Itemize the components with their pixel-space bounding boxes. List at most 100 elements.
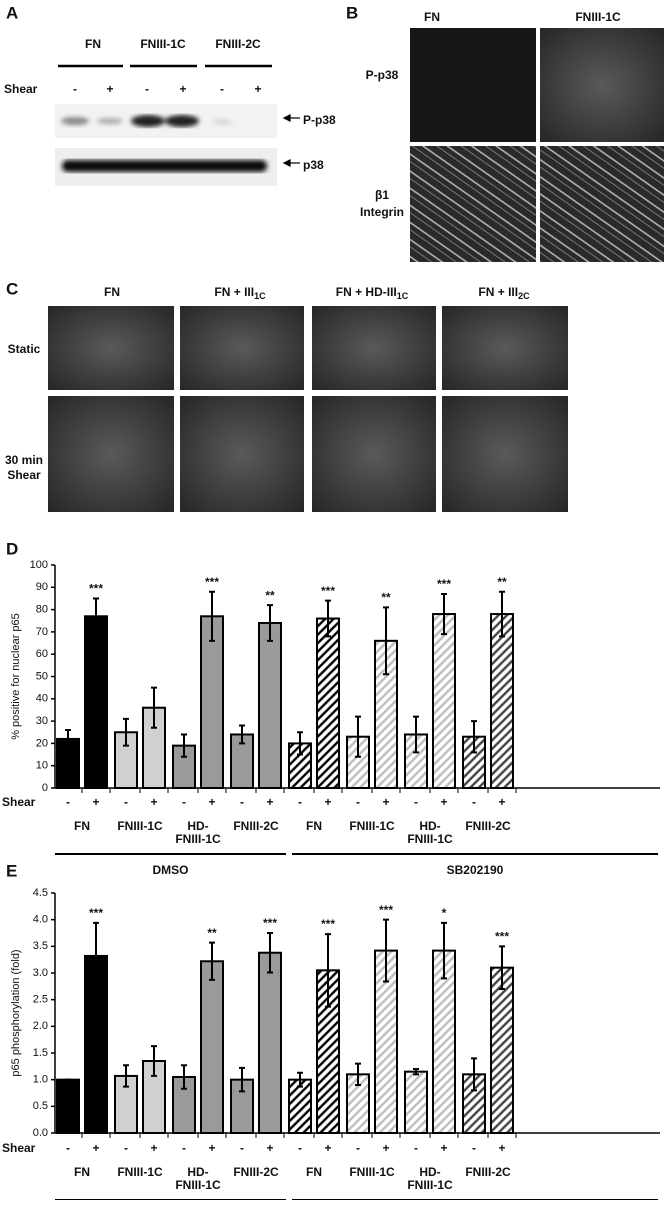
group-label: HD- [419, 1165, 440, 1179]
shear-sign: + [498, 1141, 505, 1155]
shear-sign: - [182, 1141, 186, 1155]
column-label: FN [85, 37, 101, 51]
shear-sign: + [324, 1141, 331, 1155]
y-tick-label: 70 [36, 626, 48, 638]
shear-sign: - [240, 1141, 244, 1155]
y-tick-label: 1.0 [33, 1074, 48, 1086]
error-bar [209, 941, 215, 981]
row-label: Shear [7, 468, 41, 482]
error-bar [413, 1068, 419, 1076]
shear-sign: - [66, 795, 70, 809]
shear-sign: - [182, 795, 186, 809]
error-bar [499, 590, 505, 638]
treatment-label: DMSO [153, 863, 189, 877]
group-label: FNIII-1C [175, 1178, 221, 1192]
column-label: FN + HD-III1C [336, 285, 409, 301]
shear-sign: - [414, 795, 418, 809]
x-axis-label: Shear [2, 1141, 36, 1155]
bar [200, 615, 224, 789]
treatment-label: SB202190 [447, 863, 504, 877]
row-label: Static [8, 342, 41, 356]
error-bar [239, 1066, 245, 1093]
shear-sign: + [92, 1141, 99, 1155]
bar [404, 1070, 428, 1134]
significance: *** [89, 906, 103, 920]
shear-sign: + [208, 1141, 215, 1155]
bar [258, 621, 282, 789]
group-label: HD- [187, 1165, 208, 1179]
error-bar [499, 945, 505, 990]
error-bar [123, 717, 129, 747]
row-label: β1 [375, 188, 389, 202]
group-label: HD- [419, 819, 440, 833]
bar [288, 1078, 312, 1134]
column-label: FNIII-1C [575, 10, 621, 24]
error-bar [383, 918, 389, 983]
panel-label: A [6, 3, 18, 22]
shear-sign: - [472, 1141, 476, 1155]
error-bar [355, 715, 361, 758]
significance: * [442, 906, 447, 920]
error-bar [267, 932, 273, 974]
x-axis-label: Shear [2, 795, 36, 809]
bar [316, 617, 340, 790]
y-tick-label: 20 [36, 737, 48, 749]
shear-sign: + [106, 82, 113, 96]
band-label: P-p38 [303, 113, 336, 127]
bar [84, 615, 108, 789]
significance: *** [205, 575, 219, 589]
error-bar [413, 715, 419, 754]
error-bar [93, 597, 99, 636]
error-bar [441, 921, 447, 980]
shear-sign: - [356, 1141, 360, 1155]
column-label: FNIII-2C [215, 37, 261, 51]
error-bar [297, 731, 303, 756]
shear-sign: + [382, 795, 389, 809]
shear-sign: + [440, 795, 447, 809]
bar [258, 951, 282, 1134]
y-axis-label: p65 phosphorylation (fold) [10, 949, 22, 1076]
y-tick-label: 80 [36, 604, 48, 616]
shear-sign: + [498, 795, 505, 809]
shear-sign: - [73, 82, 77, 96]
y-tick-label: 3.5 [33, 940, 48, 952]
error-bar [181, 1064, 187, 1090]
group-label: FNIII-2C [233, 819, 279, 833]
error-bar [151, 1045, 157, 1077]
group-label: FNIII-1C [349, 819, 395, 833]
column-label: FN [424, 10, 440, 24]
group-label: FNIII-1C [407, 1178, 453, 1192]
shear-sign: + [150, 795, 157, 809]
error-bar [181, 733, 187, 758]
shear-sign: - [220, 82, 224, 96]
shear-sign: + [150, 1141, 157, 1155]
shear-sign: + [382, 1141, 389, 1155]
group-label: FNIII-1C [175, 832, 221, 846]
error-bar [325, 933, 331, 1008]
error-bar [471, 1057, 477, 1092]
y-tick-label: 30 [36, 715, 48, 727]
significance: ** [381, 591, 391, 605]
shear-label: Shear [4, 82, 38, 96]
y-tick-label: 3.0 [33, 967, 48, 979]
y-tick-label: 40 [36, 693, 48, 705]
shear-sign: + [440, 1141, 447, 1155]
group-label: FNIII-2C [233, 1165, 279, 1179]
y-tick-label: 0 [42, 782, 48, 794]
error-bar [383, 606, 389, 676]
group-label: FN [74, 1165, 90, 1179]
group-label: HD- [187, 819, 208, 833]
significance: *** [495, 930, 509, 944]
y-tick-label: 100 [30, 559, 48, 571]
significance: *** [321, 917, 335, 931]
error-bar [325, 599, 331, 638]
bar [432, 613, 456, 789]
bar [200, 960, 224, 1134]
group-label: FNIII-2C [465, 819, 511, 833]
group-label: FNIII-2C [465, 1165, 511, 1179]
error-bar [267, 604, 273, 642]
shear-sign: + [92, 795, 99, 809]
error-bar [93, 921, 99, 990]
error-bar [151, 686, 157, 729]
significance: *** [437, 577, 451, 591]
